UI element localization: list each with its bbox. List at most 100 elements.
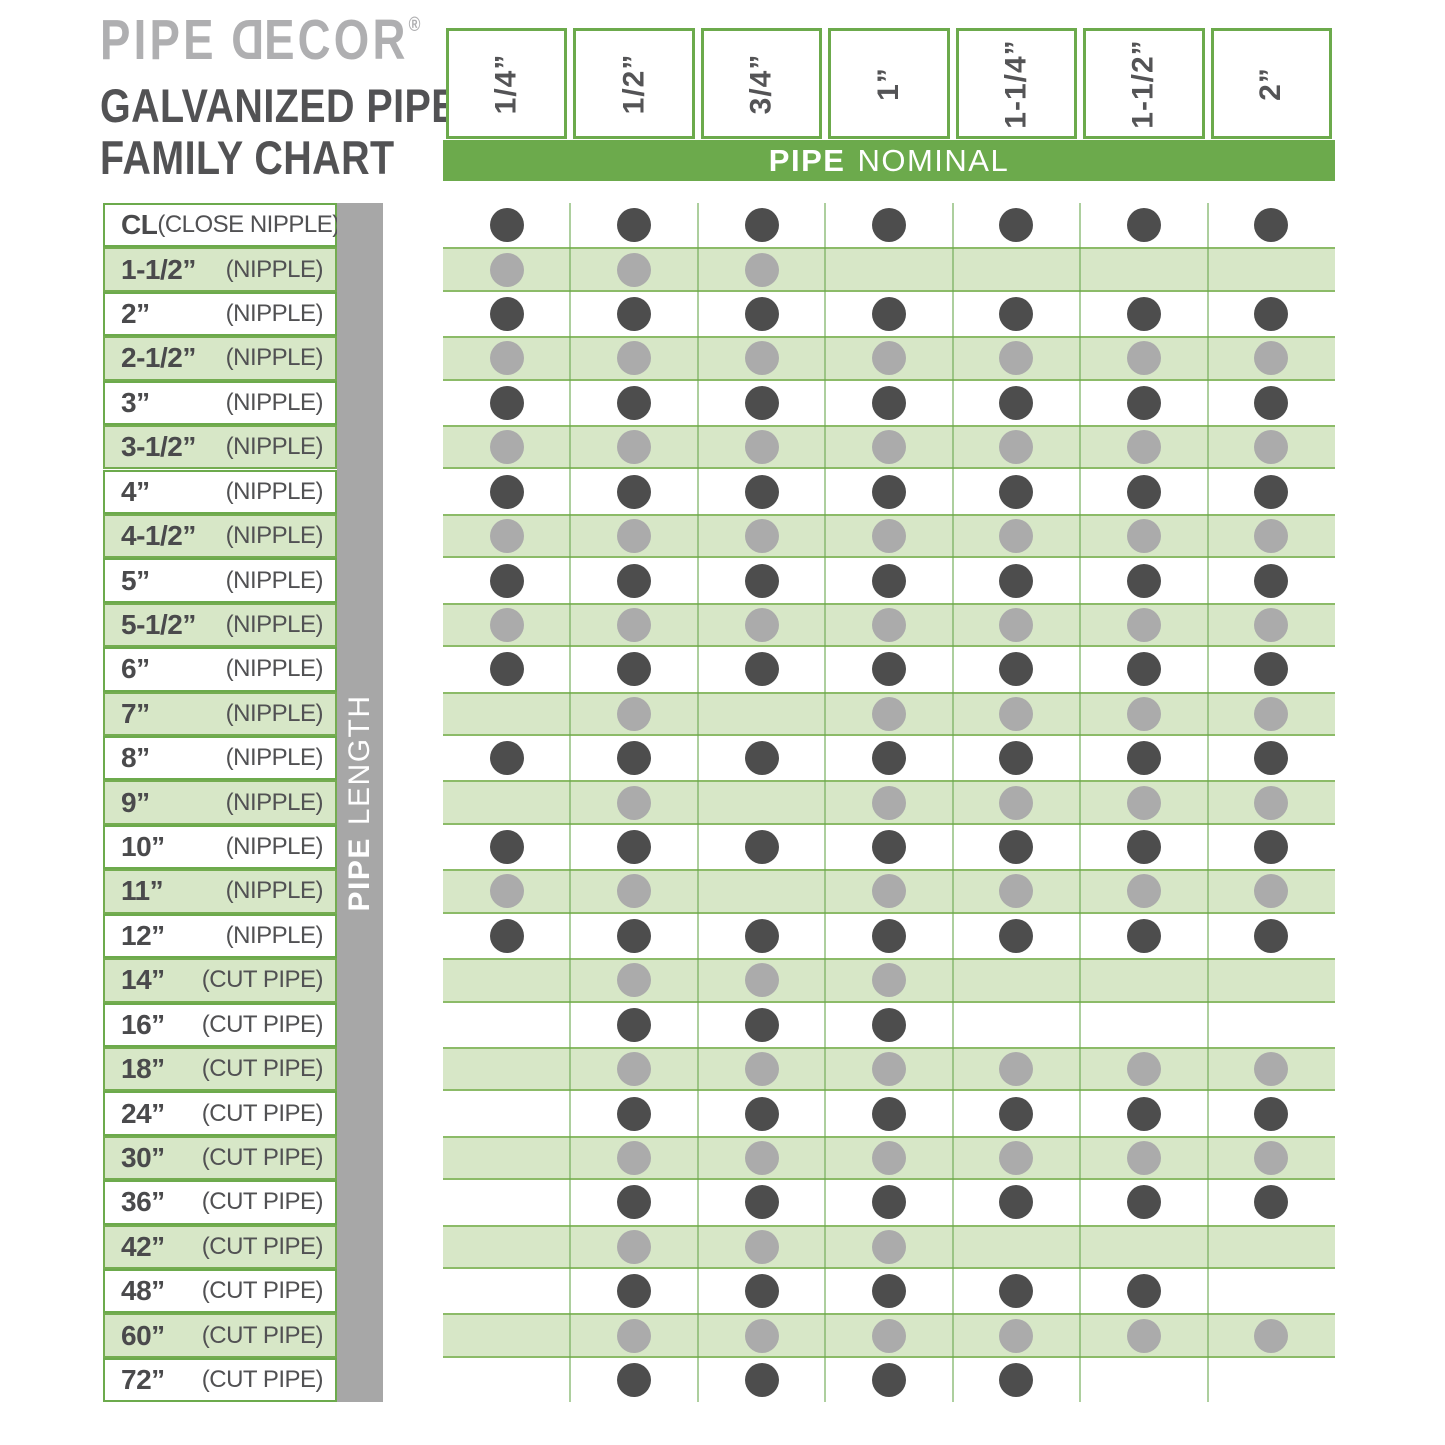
- availability-dot: [617, 1185, 652, 1220]
- row-label: 12” (NIPPLE): [103, 913, 337, 959]
- availability-dot: [744, 430, 779, 465]
- row-label: 1-1/2” (NIPPLE): [103, 247, 337, 292]
- availability-dot: [617, 1007, 652, 1042]
- row-label: 3-1/2” (NIPPLE): [103, 425, 337, 470]
- availability-dot: [744, 607, 779, 642]
- row-size-label: 6”: [121, 653, 150, 685]
- column-headers: 1/4” 1/2” 3/4” 1” 1-1/4” 1-1/2” 2”: [443, 28, 1335, 139]
- row-kind-label: (NIPPLE): [225, 388, 324, 416]
- availability-dot: [617, 652, 652, 687]
- availability-dot: [617, 1363, 652, 1398]
- column-divider: [569, 203, 572, 1403]
- availability-dot: [1254, 341, 1289, 376]
- availability-dot: [1254, 918, 1289, 953]
- column-header-box: 2”: [1210, 28, 1332, 139]
- availability-dot: [999, 874, 1034, 909]
- availability-dot: [1126, 341, 1161, 376]
- logo-word-pipe: PIPE: [100, 8, 217, 72]
- row-kind-label: (NIPPLE): [225, 744, 324, 772]
- availability-dot: [999, 741, 1034, 776]
- column-header-cell: 1-1/2”: [1080, 28, 1207, 139]
- availability-dot: [744, 963, 779, 998]
- availability-dot: [999, 696, 1034, 731]
- column-header-label: 1-1/2”: [1126, 38, 1160, 129]
- row-size-label: 11”: [121, 875, 164, 907]
- row-size-label: 14”: [121, 964, 165, 996]
- row-label: 14” (CUT PIPE): [103, 958, 337, 1003]
- availability-dot: [1126, 385, 1161, 420]
- availability-dot: [1126, 874, 1161, 909]
- row-label: 6” (NIPPLE): [103, 647, 337, 692]
- availability-dot: [872, 1363, 906, 1398]
- row-kind-label: (CUT PIPE): [201, 1010, 324, 1038]
- availability-dot: [489, 474, 524, 509]
- availability-dot: [872, 874, 906, 909]
- row-kind-label: (CUT PIPE): [201, 1188, 324, 1216]
- availability-dot: [489, 208, 524, 243]
- availability-dot: [999, 430, 1034, 465]
- availability-dot: [999, 1185, 1034, 1220]
- availability-dot: [999, 208, 1034, 243]
- availability-dot: [1254, 1140, 1289, 1175]
- availability-dot: [1254, 208, 1289, 243]
- availability-dot: [617, 341, 652, 376]
- availability-dot: [872, 1140, 906, 1175]
- availability-dot: [744, 297, 779, 332]
- availability-dot: [999, 341, 1034, 376]
- availability-dot: [1126, 696, 1161, 731]
- availability-dot: [1254, 519, 1289, 554]
- availability-dot: [872, 1229, 906, 1264]
- availability-dot: [617, 1229, 652, 1264]
- row-kind-label: (CUT PIPE): [201, 1366, 324, 1394]
- availability-dot: [1126, 607, 1161, 642]
- row-size-label: 7”: [121, 697, 150, 729]
- availability-dot: [489, 519, 524, 554]
- row-label: 36” (CUT PIPE): [103, 1180, 337, 1225]
- row-size-label: 3”: [121, 386, 150, 418]
- availability-dot: [1254, 785, 1289, 820]
- column-divider: [1206, 203, 1209, 1403]
- availability-dot: [617, 1140, 652, 1175]
- row-kind-label: (NIPPLE): [225, 477, 324, 505]
- availability-dot: [744, 341, 779, 376]
- availability-dot: [1126, 785, 1161, 820]
- row-kind-label: (NIPPLE): [225, 655, 324, 683]
- dot-grid: [443, 203, 1335, 1403]
- chart-title-line1: GALVANIZED PIPE: [100, 79, 458, 132]
- column-divider: [1079, 203, 1082, 1403]
- availability-dot: [744, 1096, 779, 1131]
- availability-dot: [1126, 830, 1161, 865]
- row-kind-label: (CUT PIPE): [201, 1321, 324, 1349]
- availability-dot: [744, 385, 779, 420]
- availability-dot: [1126, 208, 1161, 243]
- availability-dot: [744, 918, 779, 953]
- row-label: 16” (CUT PIPE): [103, 1002, 337, 1047]
- row-size-label: 2”: [121, 298, 150, 330]
- chart-title: GALVANIZED PIPE FAMILY CHART: [100, 80, 458, 184]
- row-size-label: CL: [121, 209, 158, 241]
- availability-dot: [872, 474, 906, 509]
- row-kind-label: (NIPPLE): [225, 433, 324, 461]
- row-kind-label: (CLOSE NIPPLE): [157, 211, 340, 239]
- availability-dot: [744, 252, 779, 287]
- availability-dot: [872, 696, 906, 731]
- availability-dot: [1254, 1185, 1289, 1220]
- column-header-label: 2”: [1254, 66, 1288, 101]
- chart-title-line2: FAMILY CHART: [100, 131, 395, 184]
- availability-dot: [617, 252, 652, 287]
- row-kind-label: (NIPPLE): [225, 921, 324, 949]
- row-label: 10” (NIPPLE): [103, 824, 337, 870]
- availability-dot: [999, 1052, 1034, 1087]
- row-label: 9” (NIPPLE): [103, 780, 337, 825]
- availability-dot: [872, 741, 906, 776]
- pipe-length-bold: PIPE: [343, 836, 376, 912]
- column-header-label: 1”: [871, 66, 905, 101]
- availability-dot: [1254, 607, 1289, 642]
- availability-dot: [999, 519, 1034, 554]
- availability-dot: [872, 563, 906, 598]
- availability-dot: [617, 696, 652, 731]
- availability-dot: [999, 652, 1034, 687]
- availability-dot: [1126, 474, 1161, 509]
- availability-dot: [1126, 430, 1161, 465]
- availability-dot: [617, 607, 652, 642]
